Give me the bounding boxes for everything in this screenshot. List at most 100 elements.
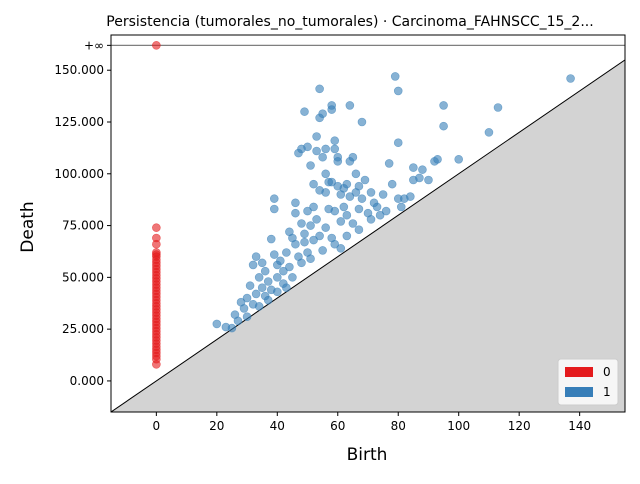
data-point-series-1 — [303, 206, 312, 216]
data-point-series-1 — [336, 217, 346, 226]
data-point-series-1 — [300, 237, 309, 247]
legend: 01 — [557, 358, 619, 406]
data-point-series-1 — [409, 163, 418, 172]
data-point-series-1 — [272, 287, 282, 297]
data-point-series-1 — [381, 206, 391, 216]
data-point-series-1 — [288, 273, 297, 282]
data-point-series-1 — [212, 319, 222, 329]
data-point-series-1 — [312, 132, 321, 141]
data-point-series-1 — [345, 192, 355, 201]
data-point-series-1 — [233, 316, 243, 326]
data-point-series-1 — [251, 252, 261, 261]
y-tick-label: 125.000 — [54, 115, 104, 129]
data-point-series-1 — [300, 229, 309, 239]
y-tick-label: 150.000 — [54, 63, 104, 77]
data-point-series-1 — [321, 188, 330, 197]
data-point-series-1 — [269, 204, 279, 214]
data-point-series-1 — [254, 273, 264, 282]
data-point-series-0 — [152, 41, 161, 50]
y-tick-label-infinity: +∞ — [84, 38, 104, 52]
data-point-series-1 — [342, 210, 352, 220]
data-point-series-1 — [282, 248, 291, 257]
data-point-series-1 — [375, 210, 385, 220]
data-point-series-1 — [415, 173, 424, 183]
data-point-series-1 — [330, 144, 340, 154]
data-point-series-1 — [366, 188, 376, 197]
data-point-series-1 — [272, 273, 282, 282]
data-point-series-1 — [418, 165, 427, 174]
x-tick-label: 60 — [330, 419, 345, 433]
data-point-series-1 — [309, 202, 318, 212]
data-point-series-1 — [387, 179, 397, 189]
data-point-series-1 — [433, 154, 442, 164]
y-tick-label: 0.000 — [70, 374, 104, 388]
y-tick-label: 75.000 — [62, 219, 104, 233]
y-tick-label: 25.000 — [62, 322, 104, 336]
data-point-series-1 — [248, 260, 258, 270]
data-point-series-1 — [342, 231, 352, 241]
data-point-series-1 — [315, 231, 324, 241]
data-point-series-1 — [339, 202, 349, 212]
data-point-series-1 — [306, 161, 315, 170]
data-point-series-1 — [348, 219, 358, 228]
data-point-series-1 — [300, 107, 309, 116]
data-point-series-1 — [242, 293, 252, 303]
data-point-series-1 — [484, 128, 494, 137]
data-point-series-0 — [152, 360, 161, 369]
data-point-series-1 — [357, 194, 367, 203]
data-point-series-1 — [291, 198, 300, 208]
x-tick-label: 20 — [209, 419, 224, 433]
data-point-series-1 — [439, 101, 448, 110]
data-point-series-1 — [354, 181, 364, 191]
data-point-series-1 — [251, 289, 261, 299]
data-point-series-1 — [285, 262, 294, 272]
x-tick-label: 40 — [270, 419, 285, 433]
data-point-series-1 — [330, 239, 340, 249]
data-point-series-1 — [333, 157, 343, 166]
x-tick-label: 0 — [153, 419, 161, 433]
data-point-series-1 — [354, 225, 364, 235]
data-point-series-1 — [227, 323, 237, 333]
data-point-series-1 — [263, 295, 273, 305]
plot-inner — [111, 41, 625, 412]
data-point-series-1 — [306, 221, 315, 230]
data-point-series-1 — [360, 175, 370, 185]
data-point-series-1 — [393, 138, 403, 148]
legend-label-series-1: 1 — [603, 385, 611, 399]
data-point-series-1 — [378, 190, 388, 199]
data-point-series-1 — [348, 152, 358, 162]
data-point-series-0 — [152, 239, 161, 249]
x-tick-label: 100 — [447, 419, 470, 433]
data-point-series-1 — [406, 192, 415, 201]
data-point-series-1 — [245, 281, 255, 290]
data-point-series-1 — [372, 202, 382, 212]
data-point-series-1 — [354, 204, 364, 214]
data-point-series-1 — [266, 234, 276, 244]
data-point-series-1 — [366, 215, 376, 224]
chart-title: Persistencia (tumorales_no_tumorales) · … — [106, 14, 593, 30]
data-point-series-1 — [384, 159, 394, 168]
data-point-series-1 — [269, 194, 279, 203]
data-point-series-1 — [393, 86, 403, 96]
data-point-series-1 — [327, 177, 337, 187]
data-point-series-1 — [321, 169, 330, 179]
data-point-series-1 — [291, 208, 300, 218]
data-point-series-1 — [257, 258, 267, 268]
data-point-series-1 — [351, 169, 361, 179]
data-point-series-1 — [327, 105, 337, 114]
x-tick-label: 140 — [568, 419, 591, 433]
data-point-series-1 — [306, 254, 315, 264]
data-point-series-1 — [239, 304, 249, 313]
plot-area: 0 20 40 60 80 100 120 140 0.000 25.000 50.000 75.00… — [54, 34, 626, 433]
data-point-series-1 — [312, 146, 321, 156]
x-axis-label: Birth — [347, 445, 388, 465]
data-point-series-1 — [357, 117, 367, 127]
data-point-series-1 — [315, 84, 324, 94]
legend-swatch-series-0 — [565, 367, 593, 377]
data-point-series-1 — [321, 144, 330, 154]
data-point-series-1 — [318, 246, 327, 255]
data-point-series-1 — [269, 250, 279, 259]
data-point-series-1 — [291, 239, 300, 249]
x-tick-label: 120 — [508, 419, 531, 433]
y-tick-label: 100.000 — [54, 167, 104, 181]
